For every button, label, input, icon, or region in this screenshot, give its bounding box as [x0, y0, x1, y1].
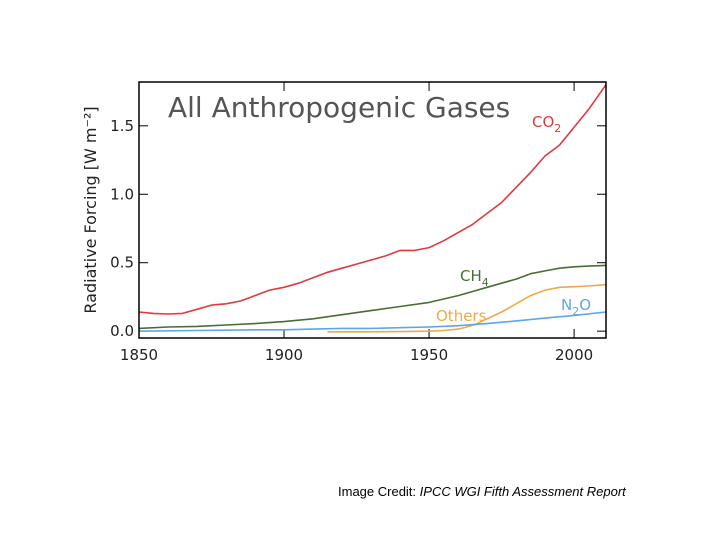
- credit-source: IPCC WGI Fifth Assessment Report: [419, 484, 626, 499]
- y-tick-label: 0.0: [110, 322, 134, 340]
- series-line-ch4: [138, 264, 607, 330]
- y-tick-label: 1.5: [110, 117, 134, 135]
- series-label-co2: CO2: [532, 113, 561, 135]
- x-tick-label: 2000: [555, 346, 593, 364]
- y-axis-label: Radiative Forcing [W m⁻²]: [81, 106, 100, 313]
- plot-frame: [138, 81, 607, 339]
- series-label-others: Others: [436, 307, 487, 325]
- x-tick-label: 1950: [410, 346, 448, 364]
- series-label-n2o: N2O: [561, 296, 591, 318]
- y-tick-label: 1.0: [110, 185, 134, 203]
- series-label-ch4: CH4: [460, 267, 489, 289]
- x-tick-label: 1850: [120, 346, 158, 364]
- y-tick-label: 0.5: [110, 254, 134, 272]
- series-line-n2o: [138, 311, 607, 332]
- chart-title: All Anthropogenic Gases: [168, 91, 510, 124]
- series-line-co2: [138, 84, 607, 315]
- series-line-others: [327, 283, 607, 333]
- image-credit: Image Credit: IPCC WGI Fifth Assessment …: [338, 484, 626, 499]
- credit-prefix: Image Credit:: [338, 484, 420, 499]
- x-tick-label: 1900: [265, 346, 303, 364]
- chart: 1850 1900 1950 2000 0.0 0.5 1.0 1.5 CO2 CH4 Other…: [81, 81, 607, 364]
